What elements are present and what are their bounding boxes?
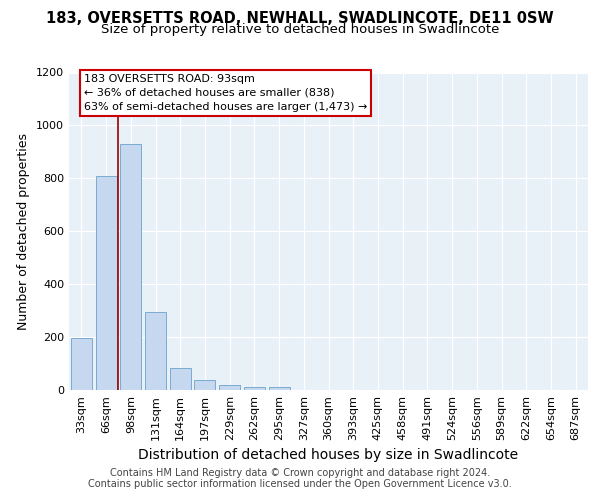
- Bar: [145, 312, 166, 390]
- Bar: [244, 386, 265, 390]
- Bar: [120, 144, 141, 390]
- Text: 183, OVERSETTS ROAD, NEWHALL, SWADLINCOTE, DE11 0SW: 183, OVERSETTS ROAD, NEWHALL, SWADLINCOT…: [46, 11, 554, 26]
- Bar: [170, 368, 191, 390]
- Text: Contains HM Land Registry data © Crown copyright and database right 2024.: Contains HM Land Registry data © Crown c…: [110, 468, 490, 477]
- Y-axis label: Number of detached properties: Number of detached properties: [17, 132, 31, 330]
- Bar: [269, 388, 290, 390]
- Text: Size of property relative to detached houses in Swadlincote: Size of property relative to detached ho…: [101, 22, 499, 36]
- Text: 183 OVERSETTS ROAD: 93sqm
← 36% of detached houses are smaller (838)
63% of semi: 183 OVERSETTS ROAD: 93sqm ← 36% of detac…: [84, 74, 367, 112]
- Bar: [219, 385, 240, 390]
- Text: Contains public sector information licensed under the Open Government Licence v3: Contains public sector information licen…: [88, 479, 512, 489]
- Bar: [95, 176, 116, 390]
- Bar: [71, 338, 92, 390]
- X-axis label: Distribution of detached houses by size in Swadlincote: Distribution of detached houses by size …: [139, 448, 518, 462]
- Bar: [194, 380, 215, 390]
